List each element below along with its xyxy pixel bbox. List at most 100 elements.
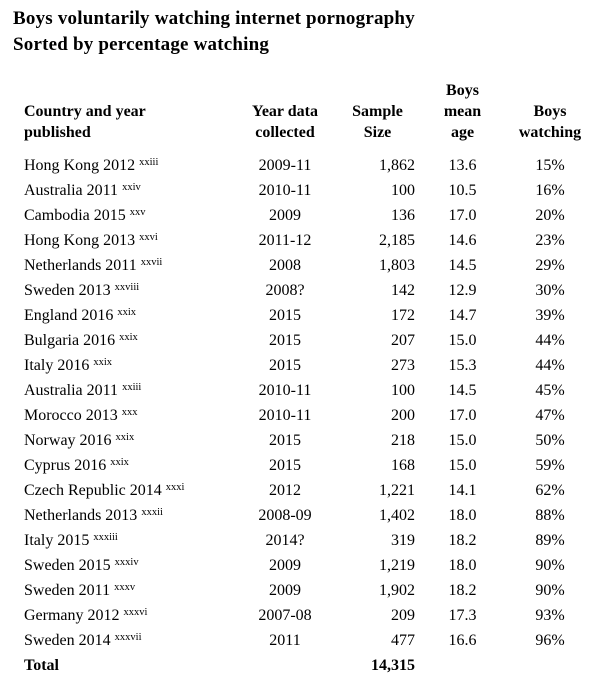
footnote-reference: xxxv bbox=[114, 582, 136, 593]
year-collected-cell: 2011 bbox=[269, 632, 301, 649]
sample-size-cell: 200 bbox=[391, 407, 415, 424]
year-collected-cell: 2009 bbox=[269, 557, 301, 574]
country-cell: Sweden 2013 xxviii bbox=[24, 278, 230, 303]
watching-cell: 93% bbox=[535, 607, 565, 624]
footnote-reference: xxviii bbox=[114, 282, 140, 293]
watching-cell: 16% bbox=[535, 182, 565, 199]
sample-size-cell: 207 bbox=[391, 332, 415, 349]
country-label: Hong Kong 2013 bbox=[24, 232, 136, 249]
country-label: Czech Republic 2014 bbox=[24, 482, 162, 499]
country-cell: Italy 2016 xxix bbox=[24, 353, 230, 378]
watching-cell: 44% bbox=[535, 332, 565, 349]
table-body: Hong Kong 2012 xxiii 2009-11 1,862 13.6 1… bbox=[24, 153, 590, 653]
watching-cell: 96% bbox=[535, 632, 565, 649]
year-collected-cell: 2009 bbox=[269, 582, 301, 599]
mean-age-cell: 18.0 bbox=[448, 557, 477, 574]
watching-cell: 90% bbox=[535, 582, 565, 599]
watching-cell: 88% bbox=[535, 507, 565, 524]
country-label: Cyprus 2016 bbox=[24, 457, 107, 474]
mean-age-cell: 18.2 bbox=[448, 582, 477, 599]
country-label: Morocco 2013 bbox=[24, 407, 118, 424]
header-country: Country and year published bbox=[24, 103, 146, 141]
table-row: Sweden 2015 xxxiv 2009 1,219 18.0 90% bbox=[24, 553, 590, 578]
footnote-reference: xxiii bbox=[122, 382, 142, 393]
year-collected-cell: 2010-11 bbox=[258, 182, 312, 199]
page-title-line2: Sorted by percentage watching bbox=[13, 34, 270, 55]
footnote-reference: xxix bbox=[119, 332, 138, 343]
country-label: Italy 2015 bbox=[24, 532, 90, 549]
sample-size-cell: 319 bbox=[391, 532, 415, 549]
country-cell: Sweden 2015 xxxiv bbox=[24, 553, 230, 578]
sample-size-cell: 1,862 bbox=[379, 157, 415, 174]
sample-size-cell: 477 bbox=[391, 632, 415, 649]
year-collected-cell: 2012 bbox=[269, 482, 301, 499]
table-row: Cyprus 2016 xxix 2015 168 15.0 59% bbox=[24, 453, 590, 478]
footnote-reference: xxxiii bbox=[93, 532, 118, 543]
watching-cell: 50% bbox=[535, 432, 565, 449]
country-label: Italy 2016 bbox=[24, 357, 90, 374]
table-row: Germany 2012 xxxvi 2007-08 209 17.3 93% bbox=[24, 603, 590, 628]
mean-age-cell: 15.0 bbox=[448, 432, 477, 449]
footnote-reference: xxix bbox=[117, 307, 136, 318]
data-table: Country and year published Year data col… bbox=[24, 80, 590, 678]
mean-age-cell: 18.2 bbox=[448, 532, 477, 549]
year-collected-cell: 2014? bbox=[265, 532, 305, 549]
footnote-reference: xxvi bbox=[139, 232, 158, 243]
footnote-reference: xxix bbox=[110, 457, 129, 468]
year-collected-cell: 2010-11 bbox=[258, 407, 312, 424]
mean-age-cell: 14.6 bbox=[448, 232, 477, 249]
year-collected-cell: 2009-11 bbox=[258, 157, 312, 174]
country-cell: Netherlands 2011 xxvii bbox=[24, 253, 230, 278]
footnote-reference: xxxvi bbox=[123, 607, 148, 618]
footnote-reference: xxxi bbox=[165, 482, 185, 493]
mean-age-cell: 10.5 bbox=[448, 182, 477, 199]
watching-cell: 62% bbox=[535, 482, 565, 499]
year-collected-cell: 2007-08 bbox=[258, 607, 312, 624]
mean-age-cell: 17.3 bbox=[448, 607, 477, 624]
sample-size-cell: 168 bbox=[391, 457, 415, 474]
year-collected-cell: 2010-11 bbox=[258, 382, 312, 399]
table-row: Australia 2011 xxiii 2010-11 100 14.5 45% bbox=[24, 378, 590, 403]
watching-cell: 90% bbox=[535, 557, 565, 574]
sample-size-cell: 218 bbox=[391, 432, 415, 449]
country-label: Sweden 2011 bbox=[24, 582, 111, 599]
sample-size-cell: 1,219 bbox=[379, 557, 415, 574]
header-year-collected: Year data collected bbox=[252, 103, 318, 141]
country-label: England 2016 bbox=[24, 307, 114, 324]
year-collected-cell: 2008 bbox=[269, 257, 301, 274]
sample-size-cell: 1,902 bbox=[379, 582, 415, 599]
watching-cell: 23% bbox=[535, 232, 565, 249]
year-collected-cell: 2015 bbox=[269, 457, 301, 474]
sample-size-cell: 209 bbox=[391, 607, 415, 624]
country-cell: Netherlands 2013 xxxii bbox=[24, 503, 230, 528]
country-label: Netherlands 2011 bbox=[24, 257, 137, 274]
table-row: Sweden 2011 xxxv 2009 1,902 18.2 90% bbox=[24, 578, 590, 603]
table-row: Hong Kong 2013 xxvi 2011-12 2,185 14.6 23… bbox=[24, 228, 590, 253]
year-collected-cell: 2015 bbox=[269, 432, 301, 449]
table-row: Bulgaria 2016 xxix 2015 207 15.0 44% bbox=[24, 328, 590, 353]
year-collected-cell: 2008-09 bbox=[258, 507, 312, 524]
sample-size-cell: 1,402 bbox=[379, 507, 415, 524]
total-row: Total 14,315 bbox=[24, 653, 590, 678]
mean-age-cell: 17.0 bbox=[448, 407, 477, 424]
mean-age-cell: 13.6 bbox=[448, 157, 477, 174]
mean-age-cell: 16.6 bbox=[448, 632, 477, 649]
header-boys-watching: Boys watching bbox=[518, 103, 582, 141]
mean-age-cell: 14.7 bbox=[448, 307, 477, 324]
country-label: Sweden 2013 bbox=[24, 282, 111, 299]
total-label: Total bbox=[24, 657, 59, 674]
year-collected-cell: 2015 bbox=[269, 332, 301, 349]
footnote-reference: xxvii bbox=[140, 257, 163, 268]
year-collected-cell: 2008? bbox=[265, 282, 305, 299]
table-row: Australia 2011 xxiv 2010-11 100 10.5 16% bbox=[24, 178, 590, 203]
watching-cell: 47% bbox=[535, 407, 565, 424]
watching-cell: 39% bbox=[535, 307, 565, 324]
header-sample-size: Sample Size bbox=[352, 103, 403, 141]
table-row: Norway 2016 xxix 2015 218 15.0 50% bbox=[24, 428, 590, 453]
country-cell: Hong Kong 2013 xxvi bbox=[24, 228, 230, 253]
watching-cell: 44% bbox=[535, 357, 565, 374]
footnote-reference: xxiii bbox=[139, 157, 159, 168]
sample-size-cell: 1,221 bbox=[379, 482, 415, 499]
mean-age-cell: 18.0 bbox=[448, 507, 477, 524]
page-title-line1: Boys voluntarily watching internet porno… bbox=[13, 8, 415, 29]
